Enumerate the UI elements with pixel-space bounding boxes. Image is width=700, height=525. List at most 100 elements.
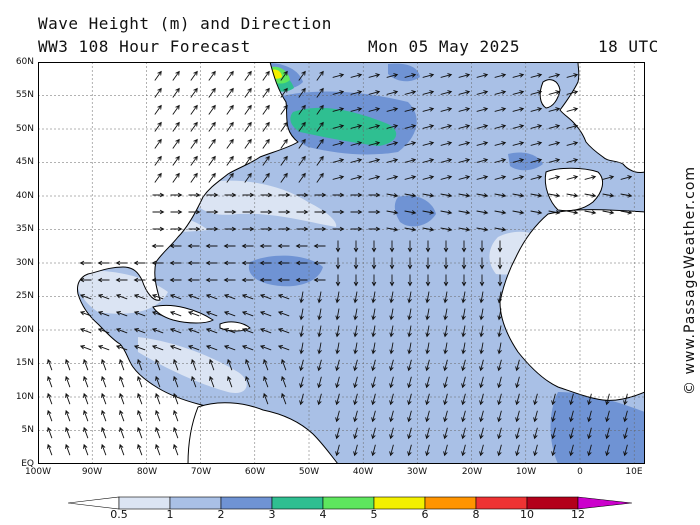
wave-arrow bbox=[101, 443, 107, 456]
wave-arrow bbox=[389, 427, 394, 440]
wave-arrow bbox=[458, 141, 471, 146]
wave-arrow bbox=[386, 124, 399, 129]
wave-arrow bbox=[440, 175, 453, 180]
wave-arrow bbox=[497, 274, 503, 287]
wave-arrow bbox=[479, 342, 484, 355]
wave-arrow bbox=[389, 308, 394, 321]
wave-arrow bbox=[205, 328, 218, 334]
wave-arrow bbox=[461, 410, 466, 423]
wave-arrow bbox=[368, 73, 381, 78]
lat-label-55n: 55N bbox=[15, 90, 34, 100]
wave-arrow bbox=[226, 172, 234, 183]
lon-label-10w: 10W bbox=[515, 467, 537, 477]
wave-arrow bbox=[119, 426, 125, 439]
wave-arrow bbox=[296, 209, 309, 215]
wave-arrow bbox=[350, 90, 363, 95]
wave-arrow bbox=[497, 291, 502, 304]
wave-arrow bbox=[404, 193, 417, 198]
wave-arrow bbox=[479, 325, 484, 338]
wave-arrow bbox=[479, 376, 484, 389]
wave-arrow bbox=[299, 308, 304, 321]
wave-arrow bbox=[353, 274, 359, 287]
wave-arrow bbox=[494, 210, 507, 215]
wave-arrow bbox=[548, 158, 561, 163]
wave-arrow bbox=[458, 175, 471, 180]
wave-arrow bbox=[443, 240, 449, 253]
wave-arrow bbox=[476, 175, 489, 180]
wave-arrow bbox=[299, 325, 304, 338]
wave-arrow bbox=[350, 192, 363, 198]
wave-arrow bbox=[119, 392, 125, 405]
wave-arrow bbox=[65, 375, 71, 388]
wave-arrow bbox=[187, 294, 200, 300]
wave-arrow bbox=[335, 427, 340, 440]
wave-arrow bbox=[173, 426, 179, 439]
wave-arrow bbox=[208, 70, 216, 81]
wave-arrow bbox=[407, 308, 412, 321]
wave-arrow bbox=[461, 308, 466, 321]
wave-arrow bbox=[65, 426, 71, 439]
wave-arrow bbox=[458, 73, 471, 78]
wave-arrow bbox=[316, 155, 324, 166]
colorbar-label: 0.5 bbox=[110, 508, 128, 521]
wave-arrow bbox=[386, 193, 399, 198]
wave-arrow bbox=[188, 226, 201, 232]
wave-arrow bbox=[206, 209, 219, 215]
wave-arrow bbox=[512, 73, 525, 78]
wave-arrow bbox=[533, 410, 538, 423]
lon-label-50w: 50W bbox=[298, 467, 320, 477]
wave-arrow bbox=[566, 124, 579, 129]
wave-arrow bbox=[169, 311, 182, 317]
wave-arrow bbox=[389, 410, 394, 423]
wave-arrow bbox=[316, 121, 324, 132]
wave-arrow bbox=[332, 175, 345, 180]
wave-arrow bbox=[223, 345, 236, 351]
wave-arrow bbox=[119, 409, 125, 422]
wave-arrow bbox=[512, 210, 525, 215]
wave-arrow bbox=[494, 175, 507, 180]
lat-label-30n: 30N bbox=[15, 258, 34, 268]
lon-label-70w: 70W bbox=[190, 467, 212, 477]
wave-arrow bbox=[241, 277, 254, 283]
wave-arrow bbox=[187, 311, 200, 317]
wave-arrow bbox=[151, 345, 164, 351]
wave-arrow bbox=[172, 172, 180, 183]
wave-arrow bbox=[461, 376, 466, 389]
wave-arrow bbox=[47, 443, 53, 456]
wave-arrow bbox=[602, 210, 615, 215]
wave-arrow bbox=[497, 325, 502, 338]
wave-arrow bbox=[566, 141, 579, 146]
wave-arrow bbox=[119, 443, 125, 456]
wave-arrow bbox=[371, 359, 376, 372]
wave-arrow bbox=[277, 294, 290, 300]
wave-arrow bbox=[332, 107, 345, 112]
wave-arrow bbox=[260, 226, 273, 232]
wave-arrow bbox=[422, 141, 435, 146]
wave-arrow bbox=[404, 158, 417, 163]
wave-arrow bbox=[497, 342, 502, 355]
wave-arrow bbox=[350, 175, 363, 180]
wave-arrow bbox=[332, 90, 345, 95]
wave-arrow bbox=[155, 426, 161, 439]
wave-arrow bbox=[208, 104, 216, 115]
wave-arrow bbox=[425, 291, 430, 304]
lon-label-30w: 30W bbox=[406, 467, 428, 477]
wave-arrow bbox=[422, 193, 435, 198]
wave-arrow bbox=[476, 90, 489, 95]
wave-arrow bbox=[133, 294, 146, 300]
wave-arrow bbox=[280, 172, 288, 183]
wave-arrow bbox=[83, 443, 89, 456]
wave-arrow bbox=[476, 210, 489, 215]
wave-arrow bbox=[296, 192, 309, 198]
wave-arrow bbox=[317, 376, 322, 389]
wave-arrow bbox=[425, 359, 430, 372]
wave-arrow bbox=[313, 277, 326, 283]
wave-arrow bbox=[371, 376, 376, 389]
wave-arrow bbox=[497, 393, 502, 406]
wave-arrow bbox=[461, 257, 467, 270]
wave-arrow bbox=[115, 311, 128, 317]
credit-watermark: © www.PassageWeather.com bbox=[682, 165, 698, 395]
wave-arrow bbox=[620, 175, 633, 180]
wave-arrow bbox=[223, 260, 236, 266]
wave-arrow bbox=[371, 444, 376, 457]
